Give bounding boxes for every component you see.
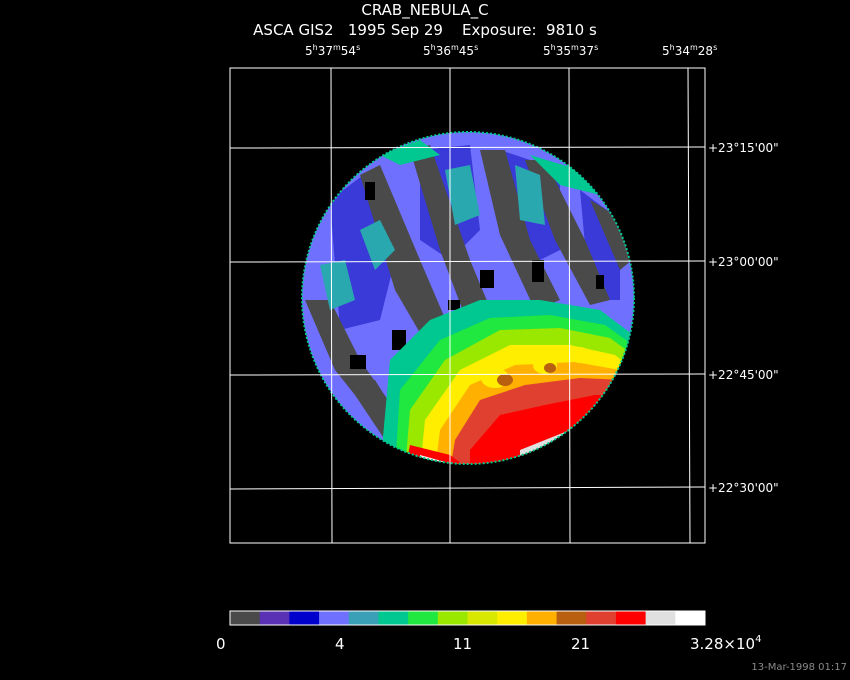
- plot-frame: [229, 67, 706, 544]
- colorbar-label: 11: [453, 635, 473, 653]
- ra-tick-label: 5h34m28s: [662, 43, 718, 59]
- colorbar-segment: [437, 611, 468, 625]
- colorbar: [230, 611, 706, 625]
- colorbar-segment: [675, 611, 706, 625]
- colorbar-segment: [615, 611, 647, 625]
- dec-tick-label: +23°00'00": [708, 255, 779, 269]
- colorbar-label: 21: [571, 635, 591, 653]
- colorbar-segment: [497, 611, 528, 625]
- colorbar-segment: [556, 611, 587, 625]
- field-of-view-image: [302, 132, 634, 464]
- ra-tick-label: 5h36m45s: [423, 43, 479, 59]
- image-title: CRAB_NEBULA_C: [361, 1, 489, 19]
- ra-tick-label: 5h35m37s: [543, 43, 599, 59]
- observation-info: ASCA GIS2 1995 Sep 29 Exposure: 9810 s: [253, 21, 597, 39]
- colorbar-segment: [467, 611, 498, 625]
- fov-outline: [301, 131, 635, 465]
- dec-tick-label: +22°45'00": [708, 368, 779, 382]
- colorbar-segment: [526, 611, 558, 625]
- colorbar-segment: [230, 611, 261, 625]
- colorbar-segment: [378, 611, 409, 625]
- colorbar-segment: [348, 611, 379, 625]
- colorbar-segment: [408, 611, 439, 625]
- colorbar-segment: [319, 611, 350, 625]
- colorbar-label: 0: [216, 635, 226, 653]
- colorbar-segment: [586, 611, 617, 625]
- timestamp: 13-Mar-1998 01:17: [751, 662, 847, 673]
- colorbar-segment: [645, 611, 676, 625]
- ra-tick-label: 5h37m54s: [305, 43, 361, 59]
- colorbar-max-label: 3.28×104: [690, 634, 762, 654]
- dec-tick-label: +23°15'00": [708, 141, 779, 155]
- colorbar-frame: [229, 610, 706, 626]
- dec-tick-label: +22°30'00": [708, 481, 779, 495]
- colorbar-segment: [259, 611, 290, 625]
- coordinate-grid: [229, 67, 706, 544]
- colorbar-label: 4: [335, 635, 345, 653]
- colorbar-segment: [289, 611, 320, 625]
